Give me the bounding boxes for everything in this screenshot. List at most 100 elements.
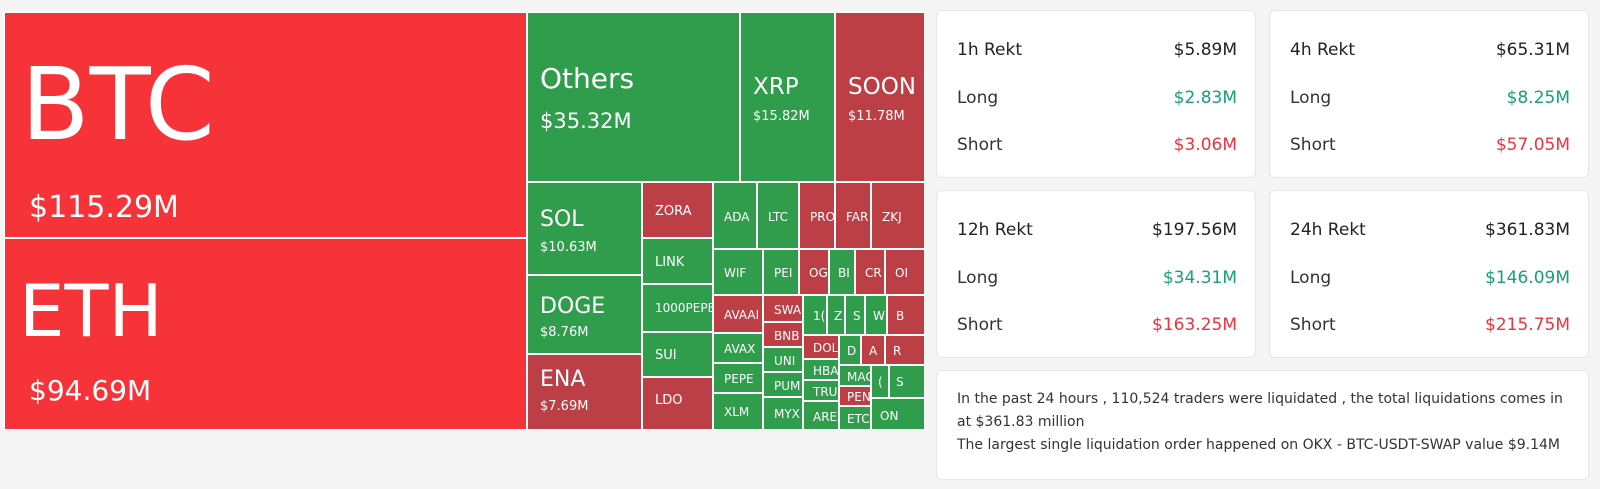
- tile-symbol: PEI: [774, 266, 793, 280]
- tile-r[interactable]: R: [885, 335, 924, 365]
- tile-pum[interactable]: PUM: [763, 372, 803, 397]
- tile-1c[interactable]: 1(: [803, 295, 827, 335]
- tile-pepe[interactable]: PEPE: [713, 363, 763, 393]
- rekt-total: $361.83M: [1485, 220, 1570, 240]
- tile-wif[interactable]: WIF: [713, 249, 763, 295]
- tile-sol[interactable]: SOL $10.63M: [527, 182, 642, 275]
- short-label: Short: [957, 135, 1003, 155]
- tile-pro[interactable]: PRO: [799, 182, 835, 249]
- rekt-header: 1h Rekt $5.89M: [957, 38, 1237, 62]
- tile-symbol: ZORA: [655, 204, 692, 219]
- tile-oi[interactable]: OI: [885, 249, 924, 295]
- rekt-short-row: Short $3.06M: [957, 133, 1237, 157]
- tile-z[interactable]: Z: [827, 295, 845, 335]
- tile-value: $35.32M: [540, 109, 632, 133]
- tile-symbol: UNI: [774, 354, 796, 368]
- tile-symbol: PEPE: [724, 372, 754, 386]
- tile-value: $11.78M: [848, 109, 905, 124]
- tile-value: $115.29M: [29, 190, 179, 225]
- tile-ltc[interactable]: LTC: [757, 182, 799, 249]
- tile-on[interactable]: ON: [871, 398, 924, 430]
- rekt-card-12h: 12h Rekt $197.56M Long $34.31M Short $16…: [936, 190, 1256, 358]
- tile-paren[interactable]: (: [871, 365, 889, 398]
- short-label: Short: [957, 315, 1003, 335]
- long-label: Long: [1290, 268, 1332, 288]
- tile-symbol: BTC: [21, 46, 215, 163]
- tile-myx[interactable]: MYX: [763, 397, 803, 430]
- rekt-header: 4h Rekt $65.31M: [1290, 38, 1570, 62]
- tile-symbol: Z: [834, 309, 843, 323]
- rekt-long-row: Long $34.31M: [957, 266, 1237, 290]
- tile-uni[interactable]: UNI: [763, 347, 803, 372]
- tile-tru[interactable]: TRU: [803, 380, 839, 401]
- tile-ldo[interactable]: LDO: [642, 377, 713, 430]
- tile-a[interactable]: A: [861, 335, 885, 365]
- tile-bi[interactable]: BI: [829, 249, 855, 295]
- tile-hba[interactable]: HBA: [803, 359, 839, 380]
- tile-symbol: ADA: [724, 210, 750, 224]
- tile-cr[interactable]: CR: [855, 249, 885, 295]
- tile-xlm[interactable]: XLM: [713, 393, 763, 430]
- tile-soon[interactable]: SOON $11.78M: [835, 12, 924, 182]
- tile-swa[interactable]: SWA: [763, 295, 803, 322]
- tile-symbol: AVAAI: [724, 308, 760, 322]
- tile-s[interactable]: S: [845, 295, 865, 335]
- tile-symbol: CR: [865, 266, 882, 280]
- tile-mac[interactable]: MAC: [839, 365, 871, 386]
- tile-symbol: PUM: [774, 379, 801, 393]
- tile-are[interactable]: ARE: [803, 401, 839, 430]
- rekt-card-24h: 24h Rekt $361.83M Long $146.09M Short $2…: [1269, 190, 1589, 358]
- tile-w[interactable]: W: [865, 295, 887, 335]
- tile-btc[interactable]: BTC $115.29M: [4, 12, 527, 238]
- tile-symbol: W: [873, 309, 885, 323]
- long-value: $146.09M: [1485, 268, 1570, 288]
- tile-symbol: SWA: [774, 303, 802, 317]
- tile-avaai[interactable]: AVAAI: [713, 295, 763, 333]
- tile-doge[interactable]: DOGE $8.76M: [527, 275, 642, 354]
- tile-symbol: SOON: [848, 74, 917, 100]
- rekt-short-row: Short $57.05M: [1290, 133, 1570, 157]
- tile-symbol: DOGE: [540, 294, 606, 319]
- tile-symbol: (: [878, 375, 883, 389]
- tile-others[interactable]: Others $35.32M: [527, 12, 740, 182]
- tile-bnb[interactable]: BNB: [763, 322, 803, 347]
- tile-symbol: XLM: [724, 405, 750, 419]
- rekt-long-row: Long $2.83M: [957, 86, 1237, 110]
- tile-value: $10.63M: [540, 240, 597, 255]
- long-label: Long: [957, 88, 999, 108]
- tile-xrp[interactable]: XRP $15.82M: [740, 12, 835, 182]
- tile-ada[interactable]: ADA: [713, 182, 757, 249]
- tile-dol[interactable]: DOL: [803, 335, 839, 359]
- tile-1000pepe[interactable]: 1000PEPE: [642, 284, 713, 332]
- tile-ena[interactable]: ENA $7.69M: [527, 354, 642, 430]
- tile-symbol: ARE: [813, 410, 838, 424]
- tile-symbol: BNB: [774, 329, 800, 343]
- tile-symbol: PEN: [847, 390, 871, 404]
- tile-pei[interactable]: PEI: [763, 249, 799, 295]
- rekt-long-row: Long $8.25M: [1290, 86, 1570, 110]
- tile-sui[interactable]: SUI: [642, 332, 713, 377]
- tile-zkj[interactable]: ZKJ: [871, 182, 924, 249]
- tile-symbol: DOL: [813, 341, 839, 355]
- tile-s2[interactable]: S: [889, 365, 924, 398]
- tile-etc[interactable]: ETC: [839, 406, 871, 430]
- liquidation-treemap: BTC $115.29M ETH $94.69M Others $35.32M …: [4, 12, 924, 430]
- short-label: Short: [1290, 315, 1336, 335]
- rekt-long-row: Long $146.09M: [1290, 266, 1570, 290]
- tile-link[interactable]: LINK: [642, 238, 713, 284]
- tile-symbol: ENA: [540, 367, 586, 392]
- tile-pen[interactable]: PEN: [839, 386, 871, 406]
- short-label: Short: [1290, 135, 1336, 155]
- tile-og[interactable]: OG: [799, 249, 829, 295]
- tile-b[interactable]: B: [887, 295, 924, 335]
- tile-value: $7.69M: [540, 399, 589, 414]
- tile-symbol: ON: [880, 409, 899, 423]
- tile-symbol: AVAX: [724, 342, 756, 356]
- short-value: $163.25M: [1152, 315, 1237, 335]
- tile-far[interactable]: FAR: [835, 182, 871, 249]
- rekt-total: $5.89M: [1173, 40, 1237, 60]
- tile-avax[interactable]: AVAX: [713, 333, 763, 363]
- tile-d[interactable]: D: [839, 335, 861, 365]
- tile-zora[interactable]: ZORA: [642, 182, 713, 238]
- tile-eth[interactable]: ETH $94.69M: [4, 238, 527, 430]
